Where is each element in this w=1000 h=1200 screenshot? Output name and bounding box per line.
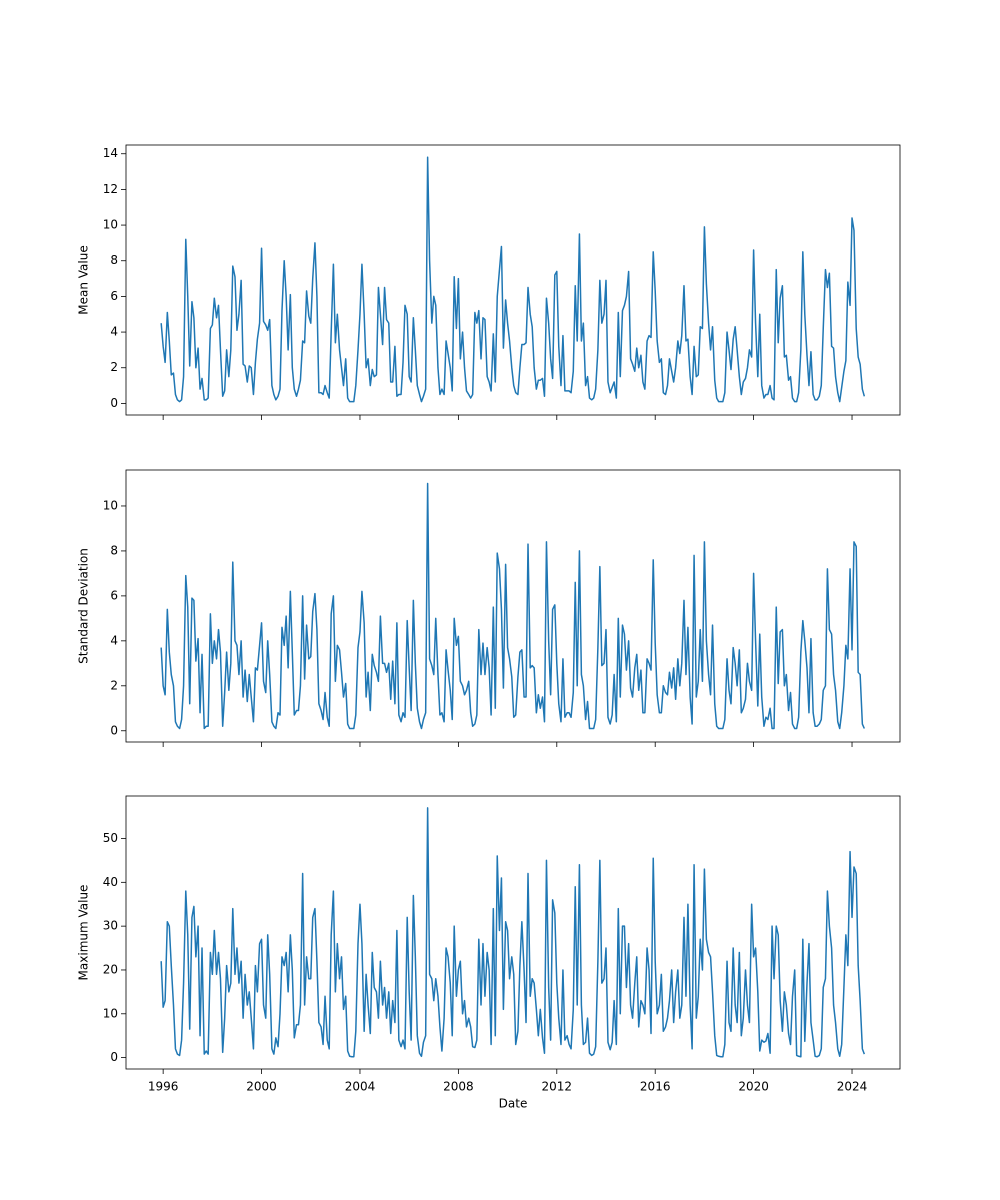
y-tick-label: 8 (110, 543, 118, 557)
subplot: 0 10 20 30 40 50 1996 2000 2004 2008 2012 2016 2020 2… (77, 795, 901, 1111)
y-tick-label: 0 (110, 723, 118, 737)
plot-area (160, 482, 866, 730)
data-line (160, 156, 866, 403)
y-tick-label: 10 (103, 218, 118, 232)
axes-frame (125, 469, 901, 743)
subplot: 0 2 4 6 8 10 12 14 Mean Value (77, 144, 901, 420)
x-tick-label: 2000 (246, 1080, 277, 1094)
y-tick-label: 4 (110, 325, 118, 339)
y-tick-label: 4 (110, 633, 118, 647)
x-tick-label: 2012 (542, 1080, 573, 1094)
y-tick-label: 6 (110, 289, 118, 303)
y-tick-label: 0 (110, 396, 118, 410)
y-tick-label: 8 (110, 253, 118, 267)
x-tick-label: 2004 (345, 1080, 376, 1094)
x-tick-label: 2016 (640, 1080, 671, 1094)
y-tick-label: 6 (110, 588, 118, 602)
y-axis-label: Maximum Value (77, 885, 91, 981)
x-tick-label: 1996 (148, 1080, 179, 1094)
y-tick-label: 2 (110, 678, 118, 692)
data-line (160, 807, 866, 1058)
plot-area (160, 807, 866, 1058)
x-tick-label: 2020 (738, 1080, 769, 1094)
axes-frame (125, 795, 901, 1070)
subplot: 0 2 4 6 8 10 Standard Deviation (77, 469, 901, 747)
y-tick-label: 2 (110, 360, 118, 374)
data-line (160, 482, 866, 730)
y-tick-label: 30 (103, 919, 118, 933)
y-tick-label: 12 (103, 182, 118, 196)
y-tick-label: 10 (103, 1006, 118, 1020)
x-tick-label: 2008 (443, 1080, 474, 1094)
y-tick-label: 10 (103, 498, 118, 512)
plot-area (160, 156, 866, 403)
y-tick-label: 20 (103, 962, 118, 976)
y-axis-label: Mean Value (77, 245, 91, 314)
y-tick-label: 0 (110, 1050, 118, 1064)
y-tick-label: 40 (103, 875, 118, 889)
y-tick-label: 14 (103, 146, 118, 160)
y-tick-label: 50 (103, 831, 118, 845)
axes-frame (125, 144, 901, 416)
x-axis-label: Date (499, 1097, 528, 1111)
x-tick-label: 2024 (837, 1080, 868, 1094)
y-axis-label: Standard Deviation (77, 548, 91, 664)
